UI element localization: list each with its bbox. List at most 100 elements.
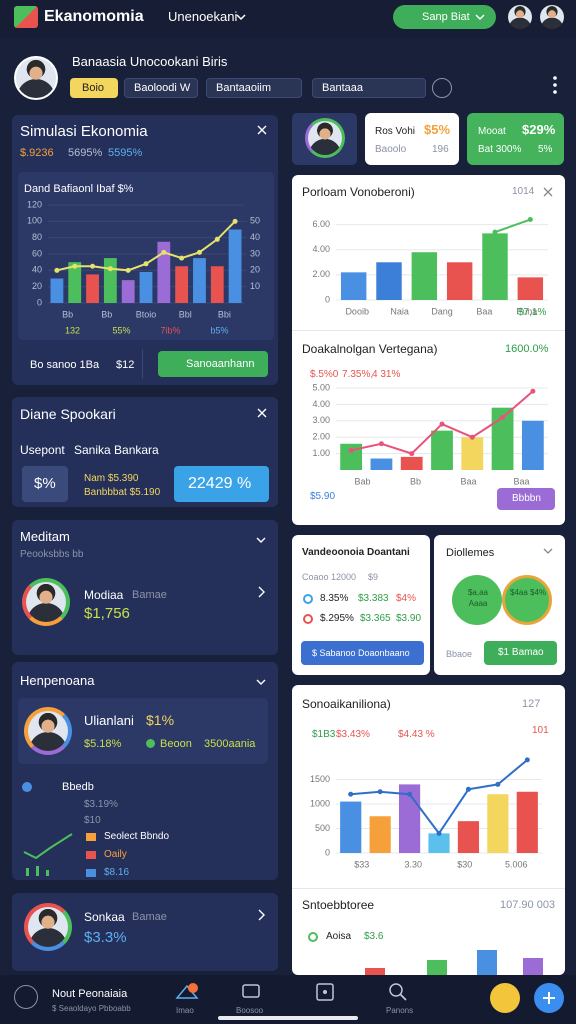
trend-point xyxy=(125,267,131,273)
bar xyxy=(86,274,99,303)
trend-point xyxy=(107,266,113,272)
goal-button[interactable] xyxy=(484,641,557,665)
nav-title: Nout Peonaiaia xyxy=(52,988,128,1000)
chip-label: Baoloodi W xyxy=(134,82,191,94)
y2-tick-label: 50 xyxy=(250,216,260,226)
close-icon[interactable] xyxy=(543,187,553,197)
bar xyxy=(491,407,514,470)
bar-chart: 0 2.00 4.00 6.00 Dooib Naia Dang Baa Puna xyxy=(312,217,548,316)
y-tick-label: 120 xyxy=(27,199,42,209)
fab-secondary[interactable] xyxy=(490,983,520,1013)
chevron[interactable] xyxy=(256,535,266,545)
chip[interactable] xyxy=(206,78,302,98)
person-name: Modiaa xyxy=(84,588,124,602)
legend-item: $3.43% xyxy=(336,729,370,740)
goal-note: Bbaoe xyxy=(446,649,473,659)
bar xyxy=(340,443,363,470)
card-subtitle: Peooksbbs bb xyxy=(20,549,84,560)
badge xyxy=(22,466,68,502)
chart-button[interactable] xyxy=(497,488,555,510)
y-tick-label: 500 xyxy=(315,823,330,833)
bar xyxy=(461,437,484,470)
list-item: $3.19% xyxy=(84,799,118,810)
nav-subtitle: $ Seaoldayo Pbboabb xyxy=(52,1004,131,1013)
x-tick-label: $30 xyxy=(457,859,472,869)
person-role: Bamae xyxy=(132,589,167,601)
chip-label: Bantaaa xyxy=(322,82,363,94)
x-tick-label: Baa xyxy=(460,476,476,485)
row-value: $.295% xyxy=(320,613,354,624)
chevron xyxy=(475,14,485,21)
trend-point xyxy=(72,263,78,269)
chip[interactable] xyxy=(70,78,118,98)
bar xyxy=(68,262,82,303)
close-icon[interactable] xyxy=(257,408,267,418)
chart-title: Dand Bafiaonl Ibaf $% xyxy=(24,183,134,195)
row-value: $3.90 xyxy=(396,613,422,624)
list-marker xyxy=(86,833,96,841)
fab-add[interactable] xyxy=(534,983,564,1013)
list-marker xyxy=(86,851,96,859)
tile-value: $29% xyxy=(522,122,556,137)
trend-point xyxy=(439,421,445,427)
more-menu[interactable] xyxy=(551,75,559,95)
avatar[interactable] xyxy=(540,5,564,29)
y-tick-label: 100 xyxy=(27,216,42,226)
section-title: Sntoebbtoree xyxy=(302,898,375,912)
tile-title: Mooat xyxy=(478,126,506,137)
y-tick-label: 5.00 xyxy=(312,382,330,392)
stat: 5595% xyxy=(108,147,143,159)
close-icon[interactable] xyxy=(257,125,267,135)
balance-button[interactable] xyxy=(301,641,424,665)
bar xyxy=(428,833,450,853)
x-tick-label: Baa xyxy=(476,306,492,316)
trend-point xyxy=(232,218,238,224)
nav-icon[interactable] xyxy=(175,982,199,1000)
nav-icon[interactable] xyxy=(315,982,335,1002)
button-label: Sanoaanhann xyxy=(186,358,255,370)
stat: 5695% xyxy=(68,147,103,159)
trend-point xyxy=(143,261,149,267)
detail: Banbbbat $5.190 xyxy=(84,487,161,498)
info-button[interactable] xyxy=(432,78,452,98)
bar xyxy=(369,816,391,853)
y-tick-label: 1.00 xyxy=(312,448,330,458)
chip[interactable] xyxy=(312,78,426,98)
stat-tile xyxy=(365,113,459,165)
bar xyxy=(228,229,242,303)
person-role: Bamae xyxy=(132,911,167,923)
x-tick-label: Bbi xyxy=(218,309,231,319)
bar xyxy=(157,241,171,303)
chart-note: 1014 xyxy=(512,186,535,197)
chevron[interactable] xyxy=(543,546,553,556)
divider xyxy=(292,330,565,331)
card-title: Meditam xyxy=(20,529,70,544)
avatar[interactable] xyxy=(508,5,532,29)
nav-icon[interactable] xyxy=(388,982,408,1002)
bar xyxy=(370,458,393,470)
trend-point xyxy=(90,263,96,269)
chevron-right[interactable] xyxy=(256,909,266,921)
bar xyxy=(121,280,135,303)
list-title: Bbedb xyxy=(62,781,94,793)
avatar xyxy=(22,578,70,626)
chart-note: $5.90 xyxy=(310,491,336,502)
y-tick-label: 4.00 xyxy=(312,244,330,254)
trend-point xyxy=(378,441,384,447)
simulate-button[interactable] xyxy=(158,351,268,377)
y-tick-label: 0 xyxy=(325,294,330,304)
menu[interactable]: Unenoekani xyxy=(168,9,238,24)
nav-icon[interactable] xyxy=(14,985,38,1009)
chevron-right[interactable] xyxy=(256,586,266,598)
trend-point xyxy=(179,255,185,261)
bar xyxy=(175,266,189,303)
x-tick-label: $33 xyxy=(354,859,369,869)
card-title: Diane Spookari xyxy=(20,406,116,422)
trend-point xyxy=(348,447,354,453)
chip[interactable] xyxy=(124,78,198,98)
mini-bars xyxy=(365,950,543,975)
chevron[interactable] xyxy=(256,677,266,687)
nav-icon[interactable] xyxy=(241,983,261,999)
x-footnote: 55% xyxy=(112,325,130,335)
x-tick-label: Naia xyxy=(390,306,409,316)
